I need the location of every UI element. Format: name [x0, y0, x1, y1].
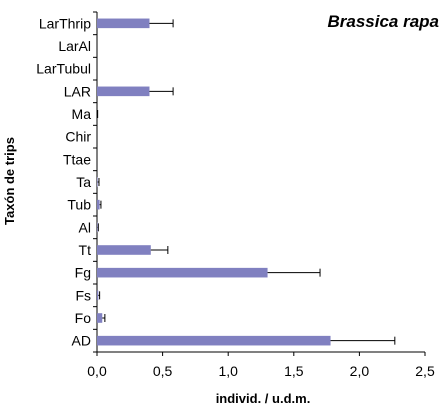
- bar: [97, 335, 331, 346]
- bar: [97, 86, 150, 97]
- x-axis-title: individ. / u.d.m.: [216, 391, 311, 406]
- x-tick-label: 2,0: [350, 363, 370, 379]
- y-tick-label: Fs: [75, 287, 91, 303]
- bar: [97, 18, 150, 29]
- error-bars: [97, 19, 396, 345]
- x-axis: 0,0 0,5 1,0 1,5 2,0 2,5: [87, 351, 435, 379]
- x-tick-label: 0,5: [153, 363, 173, 379]
- y-tick-label: LarTubul: [36, 61, 91, 77]
- bar: [97, 245, 151, 255]
- y-tick-label: LAR: [64, 83, 91, 99]
- y-tick-label: Fg: [75, 265, 91, 281]
- bar: [97, 199, 100, 210]
- bars: [97, 18, 331, 346]
- y-tick-label: Chir: [65, 129, 91, 145]
- x-tick-label: 2,5: [415, 363, 435, 379]
- y-tick-label: LarAl: [58, 38, 91, 54]
- y-tick-label: AD: [72, 333, 91, 349]
- bar: [97, 222, 98, 233]
- y-tick-label: Fo: [75, 310, 92, 326]
- bar: [97, 290, 99, 301]
- chart-title: Brassica rapa: [327, 12, 439, 31]
- y-tick-label: Tub: [67, 197, 91, 213]
- bar: [97, 267, 268, 278]
- x-tick-label: 0,0: [87, 363, 107, 379]
- y-axis: LarThrip LarAl LarTubul LAR Ma Chir Ttae Ta Tub A…: [36, 11, 98, 353]
- bar: [97, 177, 98, 187]
- y-tick-label: Ma: [72, 106, 92, 122]
- y-axis-title: Taxón de trips: [2, 137, 17, 225]
- y-tick-label: Ta: [76, 174, 91, 190]
- y-tick-label: Tt: [79, 242, 92, 258]
- y-tick-label: Ttae: [63, 151, 91, 167]
- y-tick-label: Al: [79, 219, 91, 235]
- bar: [97, 313, 103, 323]
- y-tick-label: LarThrip: [39, 15, 91, 31]
- x-tick-label: 1,0: [218, 363, 238, 379]
- x-tick-label: 1,5: [284, 363, 304, 379]
